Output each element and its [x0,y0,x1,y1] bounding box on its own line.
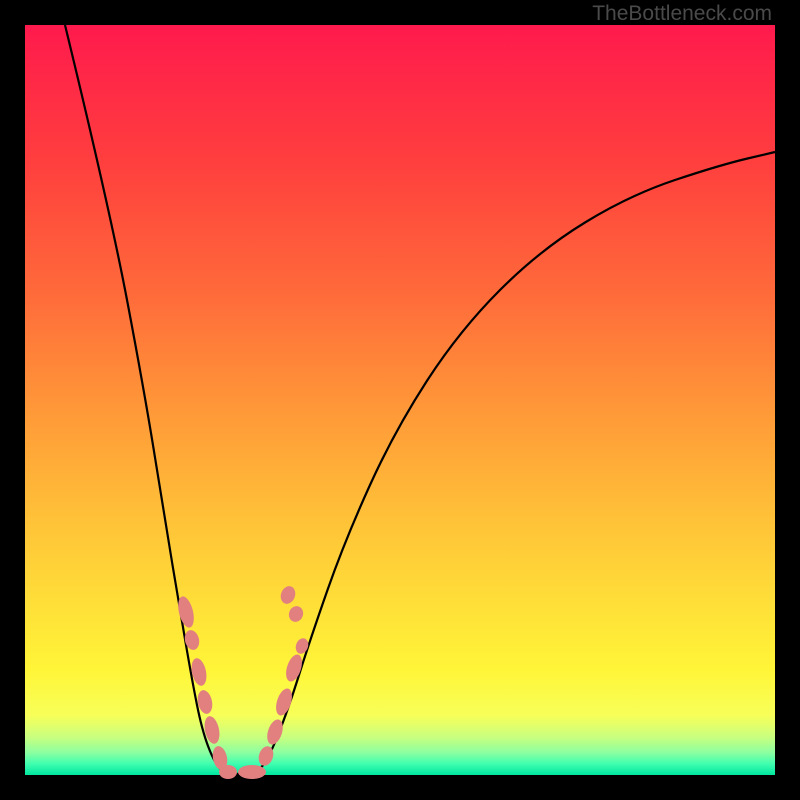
data-marker [273,687,295,718]
curve-overlay [0,0,800,800]
bottleneck-curve [65,25,775,774]
data-marker [294,636,311,655]
data-marker [287,604,306,624]
data-marker [219,765,237,779]
chart-frame: TheBottleneck.com [0,0,800,800]
data-marker [238,765,266,779]
data-marker [278,584,297,606]
